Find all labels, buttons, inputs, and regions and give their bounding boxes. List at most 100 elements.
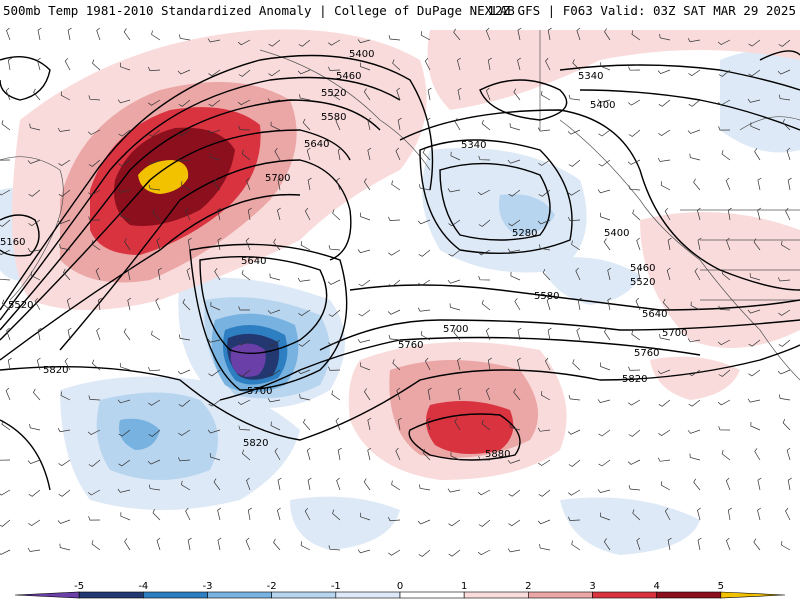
wind-barb (87, 189, 101, 196)
wind-barb (627, 99, 641, 106)
contour-label: 5520 (8, 300, 33, 311)
wind-barb (37, 27, 42, 41)
wind-barb (208, 99, 221, 107)
wind-barb (214, 268, 221, 281)
wind-barb (88, 216, 101, 221)
wind-barb (6, 27, 11, 41)
wind-barb (363, 388, 371, 401)
wind-barb (628, 185, 641, 191)
wind-barb (58, 189, 71, 197)
wind-barb (267, 309, 281, 314)
wind-barb (298, 39, 311, 47)
wind-barb (247, 207, 252, 221)
colorbar-swatch (592, 591, 657, 599)
wind-barb (718, 369, 731, 377)
wind-barb (178, 129, 191, 136)
wind-barb (568, 159, 581, 167)
contour-label: 5640 (642, 309, 667, 320)
wind-barb (539, 244, 551, 251)
contour-label: 5640 (304, 139, 329, 150)
wind-barb (209, 452, 221, 461)
wind-barb (388, 249, 401, 256)
wind-barb (510, 271, 521, 281)
wind-barb (273, 238, 281, 251)
wind-barb (328, 366, 341, 371)
wind-barb (182, 299, 191, 311)
wind-barb (95, 267, 101, 281)
wind-barb (598, 429, 611, 437)
wind-barb (725, 177, 731, 191)
wind-barb (238, 306, 250, 311)
wind-barb (777, 369, 791, 375)
wind-barb (575, 267, 581, 281)
wind-barb (659, 33, 671, 41)
contour-label: 5580 (321, 112, 346, 123)
wind-barb (507, 459, 521, 464)
wind-barb (725, 477, 731, 491)
colorbar-swatch (656, 591, 722, 599)
wind-barb (420, 331, 431, 341)
colorbar-swatch (14, 591, 80, 599)
wind-barb (637, 267, 642, 281)
wind-barb (688, 369, 701, 377)
wind-barb (60, 91, 71, 101)
wind-barb (628, 129, 641, 137)
wind-barb (91, 240, 101, 251)
wind-barb (328, 66, 341, 71)
wind-barb (718, 69, 731, 77)
wind-barb (481, 119, 491, 131)
wind-barb (367, 417, 372, 431)
wind-barb (687, 129, 701, 134)
wind-barb (304, 207, 311, 221)
wind-barb (448, 519, 461, 527)
wind-barb (508, 489, 521, 497)
wind-barb (567, 429, 581, 435)
wind-barb (152, 209, 161, 221)
wind-barb (572, 59, 581, 71)
wind-barb (693, 478, 701, 491)
wind-barb (517, 327, 522, 341)
wind-barb (64, 357, 71, 371)
wind-barb (185, 507, 191, 521)
contour-label: 5520 (630, 277, 655, 288)
wind-barb (60, 391, 71, 401)
wind-barb (517, 357, 521, 371)
wind-barb (59, 243, 71, 251)
wind-barb (269, 273, 281, 281)
wind-barb (298, 339, 311, 347)
wind-barb (422, 148, 431, 161)
wind-barb (396, 387, 401, 401)
wind-barb (540, 391, 551, 401)
wind-barb (517, 57, 522, 71)
wind-barb (454, 418, 461, 431)
wind-barb (598, 459, 611, 467)
colorbar-tick-label: -1 (331, 581, 341, 592)
wind-barb (696, 207, 701, 221)
wind-barb (208, 399, 221, 407)
wind-barb (544, 357, 551, 371)
wind-barb (245, 177, 251, 191)
wind-barb (178, 334, 191, 341)
wind-barb (603, 538, 611, 551)
wind-barb (658, 399, 671, 407)
wind-barb (87, 429, 101, 436)
colorbar-swatch (399, 591, 465, 599)
wind-barb (507, 159, 521, 164)
wind-barb (148, 399, 161, 406)
wind-barb (572, 359, 581, 371)
wind-barb (718, 426, 731, 431)
wind-barb (631, 330, 641, 341)
wind-barb (660, 481, 671, 491)
wind-barb (336, 477, 341, 491)
wind-barb (37, 327, 42, 341)
wind-barb (127, 297, 132, 311)
wind-barb (388, 334, 401, 341)
wind-barb (388, 35, 401, 41)
wind-barb (148, 99, 161, 106)
wind-barb (28, 489, 41, 497)
wind-barb (597, 489, 611, 493)
wind-barb (360, 62, 371, 71)
wind-barb (508, 519, 521, 527)
wind-barb (747, 309, 761, 314)
